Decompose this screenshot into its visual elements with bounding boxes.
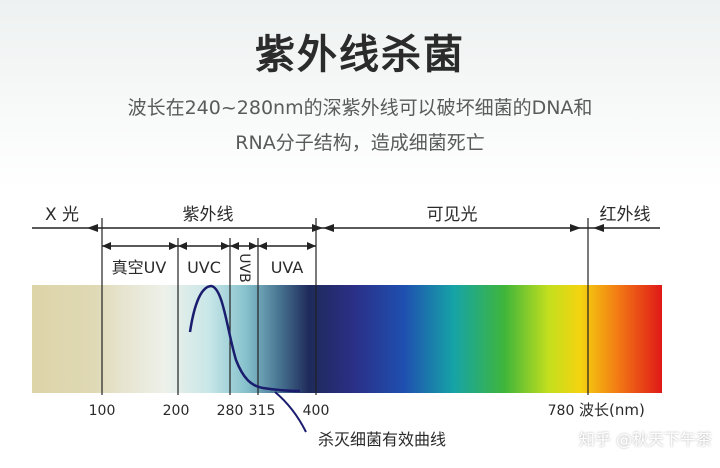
subregion-label-uva: UVA xyxy=(271,258,304,277)
tick-label-780: 780 xyxy=(548,403,575,419)
region-arrow xyxy=(570,224,581,232)
page-title: 紫外线杀菌 xyxy=(255,32,465,78)
region-arrow xyxy=(593,224,604,232)
region-arrow xyxy=(323,224,334,232)
spectrum-bar xyxy=(32,285,662,393)
subregion-arrow xyxy=(169,242,178,250)
subregion-arrow xyxy=(102,242,111,250)
subtitle-line-1: 波长在240~280nm的深紫外线可以破坏细菌的DNA和 xyxy=(127,97,593,119)
tick-label-315: 315 xyxy=(249,403,276,419)
subregion-arrow xyxy=(258,242,267,250)
axis-unit-label: 波长(nm) xyxy=(579,401,645,419)
watermark: 知乎 @秋天下午茶 xyxy=(578,430,712,449)
subregion-label-vacuum-uv: 真空UV xyxy=(112,258,167,277)
subregion-label-uvb: UVB xyxy=(236,253,252,282)
region-label-uv: 紫外线 xyxy=(183,205,234,225)
tick-label-400: 400 xyxy=(303,403,330,419)
subregion-arrow xyxy=(178,242,187,250)
subregion-arrow xyxy=(307,242,316,250)
subregion-arrow xyxy=(221,242,230,250)
region-arrow xyxy=(312,224,323,232)
region-arrow xyxy=(87,224,98,232)
tick-label-200: 200 xyxy=(163,403,190,419)
tick-label-280: 280 xyxy=(217,403,244,419)
subtitle-line-2: RNA分子结构，造成细菌死亡 xyxy=(235,132,485,154)
germicidal-curve xyxy=(188,284,301,393)
curve-leader-line xyxy=(274,391,307,433)
curve-label: 杀灭细菌有效曲线 xyxy=(318,430,446,449)
region-label-infrared: 红外线 xyxy=(600,205,651,225)
subregion-arrow xyxy=(230,242,239,250)
region-label-visible: 可见光 xyxy=(427,205,478,225)
tick-label-100: 100 xyxy=(89,403,116,419)
subregion-label-uvc: UVC xyxy=(187,258,221,277)
region-label-xray: X 光 xyxy=(45,205,79,225)
header-background xyxy=(0,0,720,190)
subregion-arrow xyxy=(249,242,258,250)
